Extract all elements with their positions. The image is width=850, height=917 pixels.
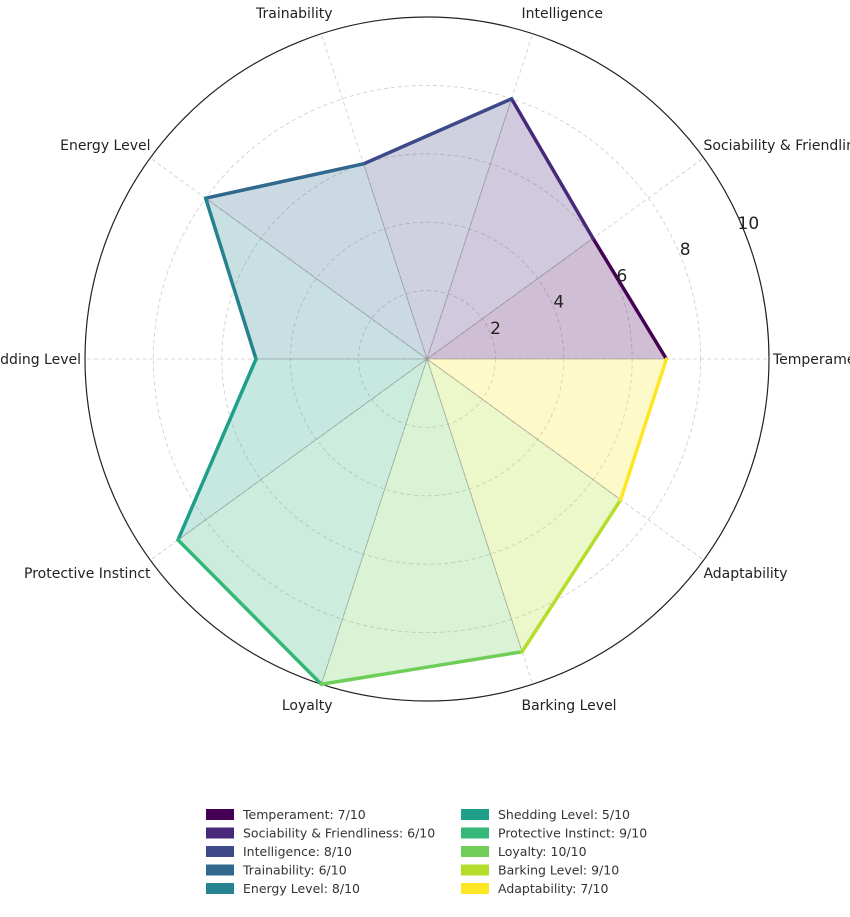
category-label-4: Energy Level xyxy=(60,138,150,154)
series-edge-1 xyxy=(509,97,595,241)
legend-label-5: Shedding Level: 5/10 xyxy=(498,807,630,822)
r-tick-label-6: 6 xyxy=(617,266,628,286)
category-label-6: Protective Instinct xyxy=(24,566,151,582)
category-label-7: Loyalty xyxy=(282,698,333,714)
legend: Temperament: 7/10 Sociability & Friendlin… xyxy=(206,807,647,896)
r-tick-label-4: 4 xyxy=(553,293,564,313)
legend-swatch-1 xyxy=(206,827,234,839)
category-label-8: Barking Level xyxy=(521,698,616,714)
legend-label-6: Protective Instinct: 9/10 xyxy=(498,826,647,841)
sector-layer xyxy=(177,97,668,686)
legend-swatch-9 xyxy=(461,883,489,894)
series-edge-2 xyxy=(361,97,514,166)
series-edge-5 xyxy=(176,357,258,542)
legend-swatch-6 xyxy=(461,827,489,839)
outer-circle xyxy=(84,16,770,702)
legend-label-8: Barking Level: 9/10 xyxy=(498,863,619,878)
legend-swatch-5 xyxy=(461,809,489,820)
legend-swatch-8 xyxy=(461,864,489,876)
category-label-3: Trainability xyxy=(255,6,333,22)
category-label-1: Sociability & Friendliness xyxy=(703,138,850,154)
legend-swatch-0 xyxy=(206,809,234,820)
edge-layer xyxy=(176,97,669,687)
legend-swatch-2 xyxy=(206,846,234,857)
legend-label-1: Sociability & Friendliness: 6/10 xyxy=(243,826,435,841)
label-layer: Temperament Sociability & Friendliness Int… xyxy=(0,6,850,714)
category-label-9: Adaptability xyxy=(703,566,787,582)
series-edge-9 xyxy=(618,357,669,502)
category-label-0: Temperament xyxy=(772,352,850,368)
legend-label-2: Intelligence: 8/10 xyxy=(243,844,352,859)
legend-label-9: Adaptability: 7/10 xyxy=(498,881,608,896)
r-tick-label-8: 8 xyxy=(680,240,691,260)
r-tick-label-10: 10 xyxy=(738,214,760,234)
legend-label-4: Energy Level: 8/10 xyxy=(243,881,360,896)
series-edge-0 xyxy=(591,236,669,361)
series-edge-8 xyxy=(520,497,623,654)
series-edge-4 xyxy=(203,196,258,361)
legend-label-3: Trainability: 6/10 xyxy=(242,863,347,878)
series-edge-6 xyxy=(176,538,324,687)
legend-swatch-3 xyxy=(206,864,234,876)
legend-label-0: Temperament: 7/10 xyxy=(242,807,366,822)
series-edge-3 xyxy=(203,162,366,200)
legend-label-7: Loyalty: 10/10 xyxy=(498,844,587,859)
legend-swatch-4 xyxy=(206,883,234,894)
legend-swatch-7 xyxy=(461,846,489,857)
category-label-2: Intelligence xyxy=(521,6,602,22)
category-label-5: Shedding Level xyxy=(0,352,81,368)
series-edge-7 xyxy=(319,649,524,687)
r-tick-label-2: 2 xyxy=(490,319,501,339)
